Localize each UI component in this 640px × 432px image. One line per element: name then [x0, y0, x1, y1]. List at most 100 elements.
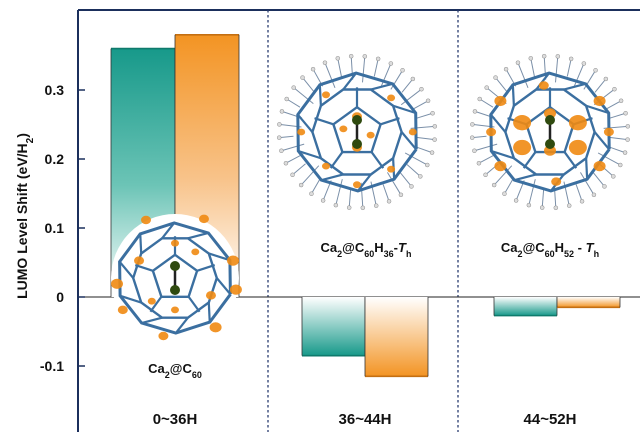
hydrogen-atom — [333, 202, 339, 208]
c-h-bond — [608, 112, 626, 120]
calcium-atom — [545, 139, 555, 149]
c-h-bond — [373, 58, 379, 77]
hydrogen-atom — [603, 76, 609, 82]
hydrogen-atom — [279, 109, 285, 114]
calcium-atom — [545, 115, 555, 125]
orbital-lobe — [339, 125, 348, 133]
c-h-bond — [415, 112, 433, 120]
c-h-bond — [541, 189, 545, 208]
cage-bond — [585, 104, 610, 115]
cage-bond — [511, 84, 515, 106]
cage-bond — [119, 294, 142, 304]
cage-bond — [585, 158, 589, 180]
hydrogen-atom — [291, 85, 296, 90]
hydrogen-atom — [526, 202, 532, 208]
cage-bond — [134, 264, 154, 272]
cage-bond — [329, 151, 344, 169]
hydrogen-atom — [429, 150, 435, 155]
orbital-lobe — [199, 214, 209, 224]
c-h-bond — [530, 58, 536, 78]
hydrogen-atom — [425, 98, 431, 104]
c-h-bond — [597, 152, 621, 166]
cage-bond — [392, 104, 417, 115]
cage-bond — [149, 296, 163, 313]
cage-bond — [207, 302, 211, 323]
y-tick-label: 0.3 — [45, 82, 65, 98]
y-axis-ticks: 0.3 0.2 0.1 0 -0.1 — [40, 82, 85, 374]
hydrogen-atom — [625, 124, 631, 129]
hydrogen-atom — [432, 137, 437, 142]
hydrogen-atom — [388, 61, 394, 66]
orbital-lobe — [544, 145, 556, 156]
hydrogen-atom — [373, 203, 379, 208]
hydrogen-atom — [502, 191, 507, 196]
c-h-bond — [605, 100, 622, 110]
hydrogen-atom — [346, 205, 352, 210]
cage-bond — [208, 252, 231, 262]
hydrogen-atom — [476, 160, 482, 166]
hydrogen-atom — [602, 184, 607, 189]
hydrogen-atom — [279, 148, 284, 153]
c-h-bond — [609, 146, 626, 154]
c-h-bond — [410, 125, 435, 129]
hydrogen-atom — [528, 56, 534, 61]
c-h-bond — [579, 172, 595, 196]
hydrogen-atom — [612, 86, 617, 92]
hydrogen-atom — [622, 150, 628, 155]
molecule-label-3: Ca2@C60H52 - Th — [501, 240, 599, 259]
orbital-lobe — [387, 165, 396, 173]
cage-mid-ring — [311, 88, 403, 176]
bar-orange-2 — [365, 297, 428, 377]
hydrogen-atom — [362, 54, 368, 59]
hydrogen-atom — [491, 182, 497, 188]
bar-teal-2 — [302, 297, 365, 356]
cage-bond — [215, 277, 232, 295]
orbital-lobe — [494, 95, 507, 107]
bar-teal-3 — [494, 297, 557, 316]
hydrogen-atom — [623, 111, 628, 116]
cage-bond — [522, 151, 537, 169]
orbital-lobe — [353, 181, 361, 189]
orbital-lobe — [568, 115, 587, 131]
c-h-bond — [302, 77, 316, 94]
hydrogen-atom — [472, 148, 477, 153]
cage-bond — [139, 233, 143, 254]
c-h-bond — [495, 77, 509, 94]
orbital-lobe — [513, 115, 532, 131]
y-tick-label: -0.1 — [40, 358, 64, 374]
hydrogen-atom — [477, 96, 482, 102]
orbital-lobe — [593, 161, 606, 172]
cage-bond — [141, 316, 163, 325]
orbital-lobe — [322, 162, 330, 170]
molecule-label-1: Ca2@C60 — [148, 361, 202, 380]
molecule-illustrations — [111, 53, 631, 342]
orbital-lobe — [158, 331, 169, 341]
orbital-lobe — [366, 131, 375, 139]
hydrogen-atom — [430, 111, 435, 116]
c-h-bond — [337, 58, 343, 78]
c-h-bond — [591, 170, 605, 187]
orbital-lobe — [603, 127, 614, 137]
c-h-bond — [386, 172, 402, 196]
cage-bond — [187, 231, 209, 240]
hydrogen-atom — [503, 66, 509, 72]
y-tick-label: 0.2 — [45, 151, 65, 167]
c-h-bond — [474, 143, 498, 152]
hydrogen-atom — [320, 198, 326, 203]
hydrogen-atom — [566, 203, 572, 208]
c-h-bond — [575, 184, 583, 202]
orbital-lobe — [593, 95, 606, 107]
cage-bond — [196, 264, 216, 272]
c-h-bond — [390, 70, 403, 90]
molecule-labels: Ca2@C60 Ca2@C60H36-Th Ca2@C60H52 - Th — [148, 240, 599, 380]
hydrogen-atom — [579, 199, 585, 204]
hydrogen-atom — [483, 172, 488, 178]
c-h-bond — [493, 165, 513, 186]
hydrogen-atom — [472, 109, 478, 114]
orbital-lobe — [408, 128, 417, 136]
hydrogen-atom — [591, 192, 597, 198]
cage-bond — [296, 113, 314, 133]
c-h-bond — [412, 100, 429, 110]
cage-bond — [161, 222, 176, 239]
c-h-bond — [398, 170, 412, 187]
